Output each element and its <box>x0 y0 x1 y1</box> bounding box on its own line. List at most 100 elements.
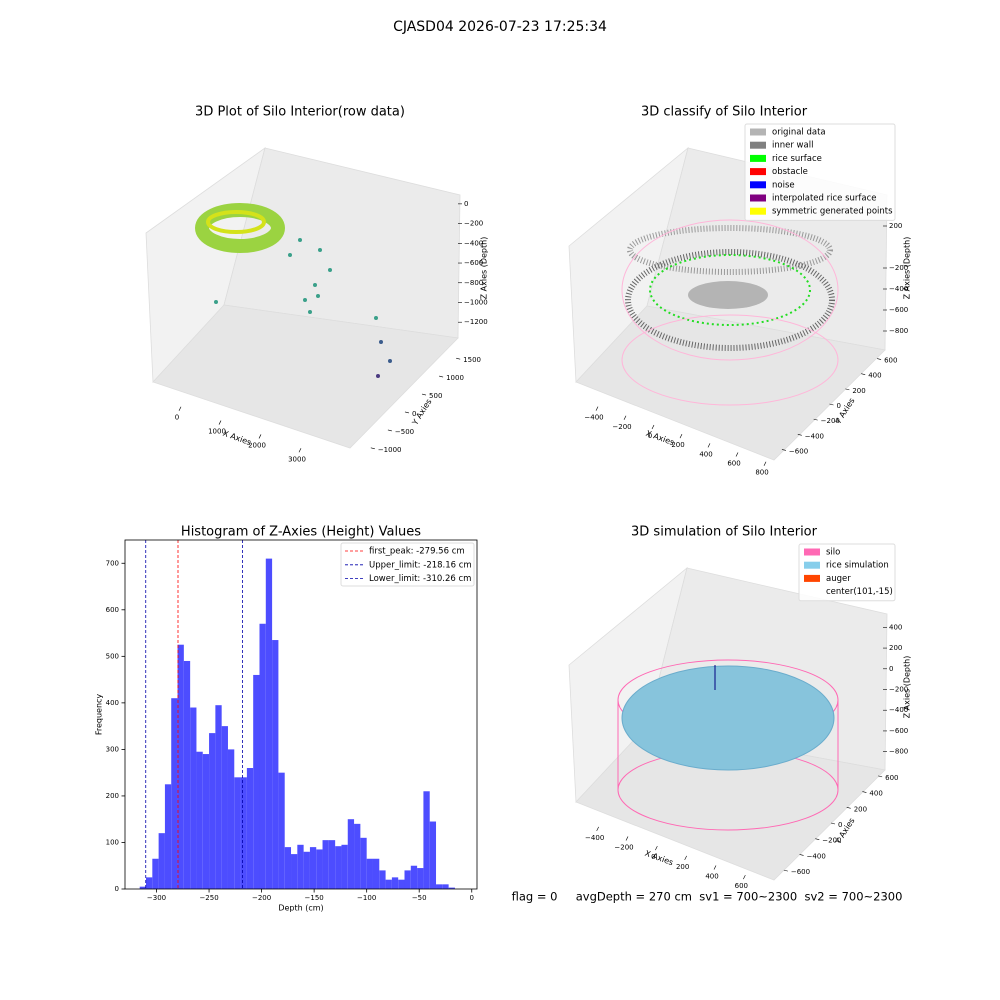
legend-swatch <box>804 548 820 556</box>
y-tick-label: 100 <box>106 838 119 846</box>
bar <box>309 847 317 889</box>
legend-swatch <box>750 128 766 136</box>
y-tick-label: 600 <box>884 357 897 365</box>
legend-label: Lower_limit: -310.26 cm <box>369 574 471 584</box>
y-tick-label: 200 <box>852 387 865 395</box>
legend-label: Upper_limit: -218.16 cm <box>369 560 472 570</box>
x-tick-label: 3000 <box>288 455 306 463</box>
x-tick <box>763 461 767 466</box>
x-tick-label: 200 <box>676 863 689 871</box>
chart-title: 3D classify of Silo Interior <box>641 105 808 120</box>
bar <box>360 837 367 889</box>
z-tick-label: −600 <box>464 259 483 267</box>
bar <box>259 623 266 889</box>
legend-swatch <box>750 181 766 189</box>
x-tick <box>298 448 302 453</box>
y-tick-label: 1000 <box>446 374 464 382</box>
legend-box <box>798 543 896 602</box>
x-tick-label: 0 <box>470 894 474 902</box>
x-tick-label: 0 <box>648 432 652 440</box>
y-tick-label: −200 <box>821 417 840 425</box>
y-tick <box>799 854 804 856</box>
y-tick-label: −600 <box>791 868 810 876</box>
x-tick-label: 2000 <box>248 441 266 449</box>
y-tick <box>862 791 867 793</box>
z-tick-label: −200 <box>889 264 908 272</box>
y-tick <box>829 403 834 406</box>
legend-label: first_peak: -279.56 cm <box>369 547 465 557</box>
bar <box>341 844 348 889</box>
bar <box>328 840 336 889</box>
x-tick-label: −200 <box>252 894 271 902</box>
bar <box>297 844 304 889</box>
bar <box>423 791 430 889</box>
x-tick <box>218 420 222 425</box>
y-tick-label: −500 <box>395 428 414 436</box>
legend-label: inner wall <box>772 141 813 151</box>
y-tick-label: 500 <box>429 392 442 400</box>
x-tick-label: 400 <box>705 873 718 881</box>
bar <box>354 823 361 889</box>
bar <box>164 784 172 889</box>
y-tick-label: 400 <box>106 699 119 707</box>
x-tick-label: 600 <box>735 882 748 890</box>
legend-label: original data <box>772 128 826 138</box>
y-tick <box>439 375 444 378</box>
bar <box>183 660 191 889</box>
legend-swatch <box>750 194 766 202</box>
z-axis-label: Z Axies (Depth) <box>480 237 489 300</box>
y-tick <box>845 388 850 391</box>
legend-swatch <box>750 207 766 215</box>
bar <box>398 879 405 889</box>
bar <box>347 819 355 889</box>
bar <box>303 851 310 889</box>
x-tick-label: 200 <box>671 441 684 449</box>
bar <box>335 846 342 889</box>
y-axis-label: Frequency <box>95 694 104 736</box>
bar <box>240 777 247 889</box>
x-tick <box>743 875 746 880</box>
bar <box>253 674 260 889</box>
x-tick-label: 0 <box>175 414 179 422</box>
z-tick-label: −400 <box>889 706 908 714</box>
x-axis-label: X Axies <box>645 429 676 448</box>
bar <box>265 558 273 889</box>
y-tick-label: 200 <box>106 792 119 800</box>
x-tick-label: −400 <box>585 834 604 842</box>
y-tick <box>861 373 866 376</box>
bar <box>372 858 380 889</box>
legend-swatch <box>750 141 766 149</box>
x-tick-label: 400 <box>699 450 712 458</box>
y-tick-label: 0 <box>412 410 416 418</box>
legend-swatch <box>804 574 820 582</box>
y-tick-label: −600 <box>789 447 808 455</box>
bar <box>246 768 254 889</box>
z-tick-label: 200 <box>889 222 902 230</box>
bar <box>429 821 437 889</box>
bar <box>442 884 449 889</box>
y-tick-label: 500 <box>106 652 119 660</box>
bar <box>448 887 455 889</box>
bar <box>190 707 197 889</box>
bar <box>196 751 203 889</box>
bar <box>291 854 298 889</box>
y-tick <box>370 447 375 450</box>
bar <box>391 877 399 889</box>
z-tick-label: 0 <box>889 665 893 673</box>
legend-label: auger <box>826 574 851 584</box>
status-text: flag = 0 avgDepth = 270 cm sv1 = 700~230… <box>512 890 903 904</box>
y-tick <box>846 806 851 809</box>
legend-label: symmetric generated points <box>772 207 893 217</box>
y-tick-label: 400 <box>868 372 881 380</box>
plot-frame <box>124 539 478 890</box>
y-tick <box>387 429 392 432</box>
x-tick <box>684 855 687 860</box>
y-tick-label: 700 <box>106 559 119 567</box>
y-tick-label: −200 <box>822 837 841 845</box>
x-tick <box>623 415 627 420</box>
z-tick-label: −200 <box>889 686 908 694</box>
bar <box>202 754 210 889</box>
bar <box>177 644 184 889</box>
z-tick-label: −200 <box>464 220 483 228</box>
